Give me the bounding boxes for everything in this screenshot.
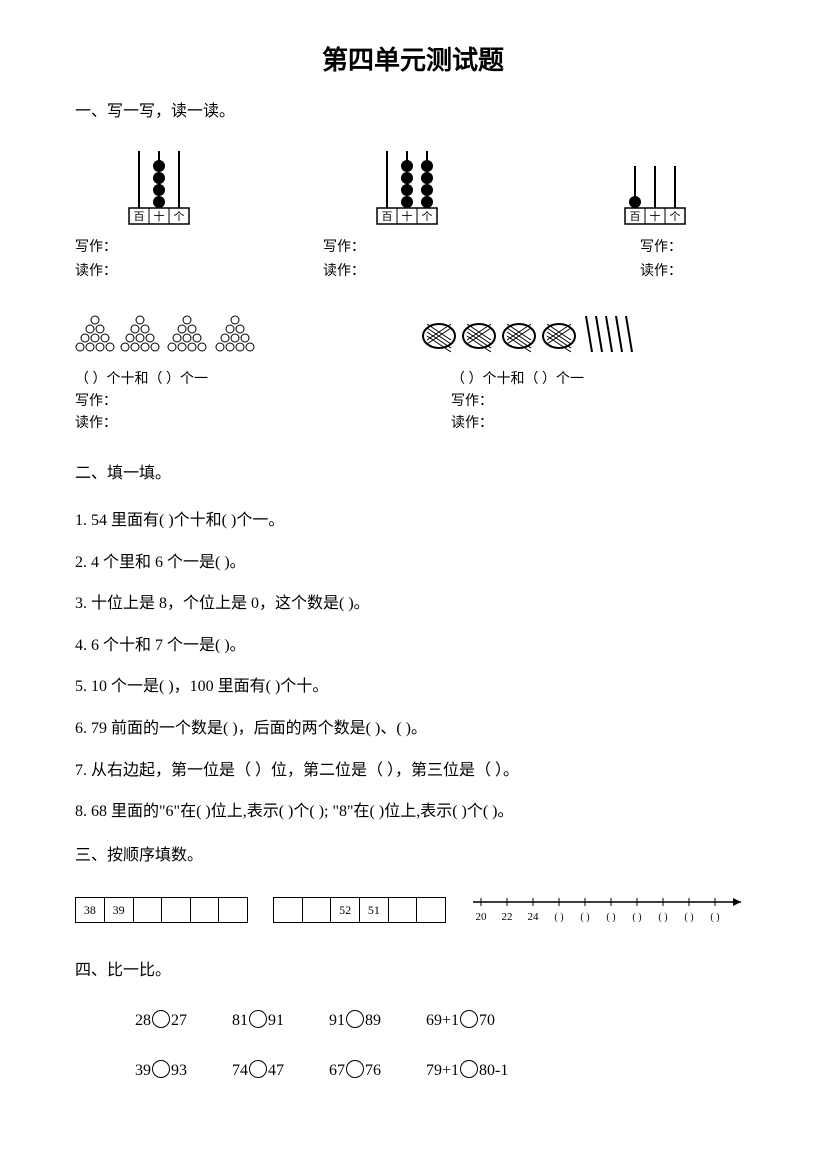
- abacus-2-write: 写作：: [323, 236, 365, 256]
- abacus-1-figure: 百 十 个: [75, 146, 255, 226]
- comp-item: 2827: [135, 1010, 187, 1030]
- q2-7: 7. 从右边起，第一位是（ ）位，第二位是（ ），第三位是（ ）。: [75, 758, 751, 784]
- compare-row-2: 3993 7447 6776 79+180-1: [75, 1060, 751, 1080]
- numline-label: 24: [528, 911, 540, 923]
- count1-write: 写作：: [75, 390, 375, 410]
- comp-item: 8191: [232, 1010, 284, 1030]
- abacus-1-write: 写作：: [75, 236, 117, 256]
- compare-circle: [460, 1010, 478, 1028]
- compare-circle: [249, 1060, 267, 1078]
- seq2-cell: [388, 898, 417, 923]
- abacus-2: 百 十 个 写作：: [323, 146, 503, 282]
- col-label-ge: 个: [174, 210, 185, 223]
- count1-read: 读作：: [75, 412, 375, 432]
- seq1-cell: [219, 898, 248, 923]
- abacus-row: 百 十 个 写作： 读作：: [75, 146, 751, 292]
- abacus-3-read: 读作：: [640, 260, 682, 280]
- comp-item: 69+170: [426, 1010, 495, 1030]
- svg-text:( ): ( ): [554, 912, 563, 923]
- count2-fill: （ ）个十和（ ）个一: [421, 368, 721, 388]
- number-line: 20 22 24 ( ) ( ) ( ) ( ) ( ) ( ) ( ): [471, 890, 751, 931]
- abacus-1: 百 十 个 写作： 读作：: [75, 146, 255, 282]
- seq2-cell: [417, 898, 446, 923]
- comp-item: 7447: [232, 1060, 284, 1080]
- count-row: （ ）个十和（ ）个一 写作： 读作：: [75, 312, 751, 434]
- count-block-2: （ ）个十和（ ）个一 写作： 读作：: [421, 312, 721, 434]
- compare-circle: [152, 1010, 170, 1028]
- seq2-cell: [302, 898, 331, 923]
- abacus-2-figure: 百 十 个: [323, 146, 503, 226]
- numline-label: 22: [502, 911, 513, 923]
- seq1-cell: [162, 898, 191, 923]
- triangles-figure: [75, 312, 375, 360]
- q2-6: 6. 79 前面的一个数是( )，后面的两个数是( )、( )。: [75, 716, 751, 742]
- seq1-cell: 39: [104, 898, 133, 923]
- q2-5: 5. 10 个一是( )，100 里面有( )个十。: [75, 674, 751, 700]
- svg-text:个: 个: [670, 210, 681, 223]
- section3-heading: 三、按顺序填数。: [75, 841, 751, 865]
- page-title: 第四单元测试题: [75, 40, 751, 77]
- numline-label: 20: [476, 911, 488, 923]
- svg-text:百: 百: [630, 211, 641, 223]
- compare-circle: [346, 1010, 364, 1028]
- count2-write: 写作：: [421, 390, 721, 410]
- comp-item: 79+180-1: [426, 1060, 508, 1080]
- q2-2: 2. 4 个里和 6 个一是( )。: [75, 550, 751, 576]
- comp-item: 6776: [329, 1060, 381, 1080]
- svg-text:( ): ( ): [710, 912, 719, 923]
- seq2-cell: 51: [359, 898, 388, 923]
- compare-row-1: 2827 8191 9189 69+170: [75, 1010, 751, 1030]
- abacus-1-read: 读作：: [75, 260, 117, 280]
- col-label-bai: 百: [134, 211, 145, 223]
- count2-read: 读作：: [421, 412, 721, 432]
- seq-row: 38 39 52 51: [75, 890, 751, 931]
- compare-circle: [346, 1060, 364, 1078]
- compare-circle: [249, 1010, 267, 1028]
- svg-text:个: 个: [422, 210, 433, 223]
- seq-table-2: 52 51: [273, 897, 446, 923]
- seq-table-1: 38 39: [75, 897, 248, 923]
- comp-item: 9189: [329, 1010, 381, 1030]
- seq1-cell: 38: [76, 898, 105, 923]
- q2-3: 3. 十位上是 8，个位上是 0，这个数是( )。: [75, 591, 751, 617]
- q2-1: 1. 54 里面有( )个十和( )个一。: [75, 508, 751, 534]
- comp-item: 3993: [135, 1060, 187, 1080]
- svg-text:( ): ( ): [658, 912, 667, 923]
- section2-heading: 二、填一填。: [75, 459, 751, 483]
- svg-text:( ): ( ): [632, 912, 641, 923]
- q2-8: 8. 68 里面的"6"在( )位上,表示( )个( ); "8"在( )位上,…: [75, 799, 751, 825]
- section4-heading: 四、比一比。: [75, 956, 751, 980]
- seq2-cell: 52: [331, 898, 360, 923]
- svg-text:( ): ( ): [684, 912, 693, 923]
- count1-fill: （ ）个十和（ ）个一: [75, 368, 375, 388]
- seq1-cell: [133, 898, 162, 923]
- count-block-1: （ ）个十和（ ）个一 写作： 读作：: [75, 312, 375, 434]
- seq1-cell: [190, 898, 219, 923]
- q2-4: 4. 6 个十和 7 个一是( )。: [75, 633, 751, 659]
- compare-circle: [460, 1060, 478, 1078]
- svg-text:百: 百: [382, 211, 393, 223]
- svg-text:( ): ( ): [606, 912, 615, 923]
- svg-text:十: 十: [402, 209, 413, 223]
- col-label-shi: 十: [154, 209, 165, 223]
- bundles-figure: [421, 312, 721, 360]
- seq2-cell: [274, 898, 303, 923]
- section1-heading: 一、写一写，读一读。: [75, 97, 751, 121]
- svg-text:十: 十: [650, 209, 661, 223]
- abacus-3: 百 十 个 写作： 读作：: [571, 146, 751, 282]
- abacus-3-figure: 百 十 个: [571, 146, 751, 226]
- svg-text:( ): ( ): [580, 912, 589, 923]
- worksheet-page: 第四单元测试题 一、写一写，读一读。 百 十 个: [0, 0, 826, 1160]
- abacus-3-write: 写作：: [640, 236, 682, 256]
- abacus-2-read: 读作：: [323, 260, 365, 280]
- compare-circle: [152, 1060, 170, 1078]
